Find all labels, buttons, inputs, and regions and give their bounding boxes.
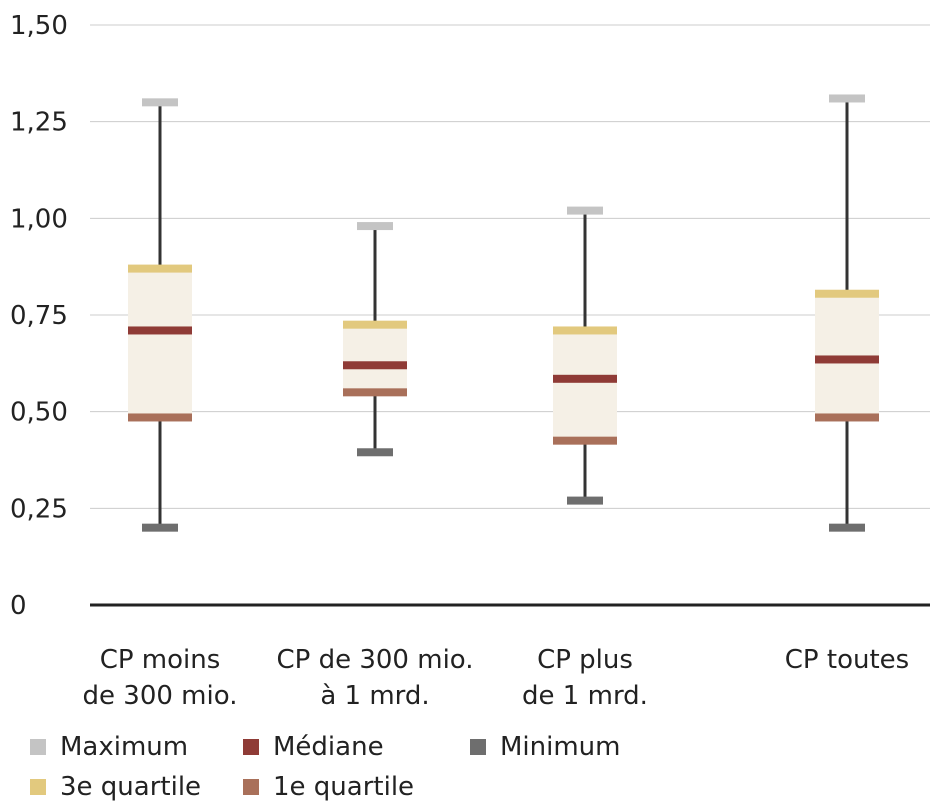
x-category-label-line: de 300 mio. xyxy=(83,681,238,711)
marker-mediane xyxy=(815,355,879,364)
legend-swatch-3e-quartile xyxy=(30,779,46,795)
box-iqr xyxy=(128,268,192,418)
legend-label-1e-quartile: 1e quartile xyxy=(273,772,415,802)
marker-mediane xyxy=(553,374,617,383)
box-iqr xyxy=(343,324,407,393)
marker-maximum xyxy=(142,98,178,107)
gridlines xyxy=(90,24,930,509)
legend-item-3e-quartile: 3e quartile xyxy=(30,772,201,802)
x-category-label-line: CP toutes xyxy=(785,645,909,675)
legend-label-maximum: Maximum xyxy=(60,732,189,762)
legend-swatch-minimum xyxy=(470,739,486,755)
x-category-label-line: de 1 mrd. xyxy=(522,681,648,711)
legend-label-mediane: Médiane xyxy=(273,732,384,762)
marker-1e-quartile xyxy=(815,413,879,422)
marker-minimum xyxy=(357,448,393,457)
y-tick-label: 0,50 xyxy=(10,398,68,428)
legend-label-minimum: Minimum xyxy=(500,732,621,762)
marker-3e-quartile xyxy=(815,289,879,298)
x-category-label: CP de 300 mio. à 1 mrd. xyxy=(276,645,473,711)
box-iqr xyxy=(553,330,617,441)
marker-maximum xyxy=(357,222,393,231)
y-tick-label: 0,25 xyxy=(10,494,68,524)
marker-minimum xyxy=(142,523,178,532)
legend-swatch-mediane xyxy=(243,739,259,755)
marker-maximum xyxy=(829,94,865,103)
x-category-label: CP moins de 300 mio. xyxy=(83,645,238,711)
x-category-label: CP toutes xyxy=(785,645,909,675)
marker-mediane xyxy=(343,361,407,370)
y-tick-label: 0 xyxy=(10,591,27,621)
x-category-label: CP plus de 1 mrd. xyxy=(522,645,648,711)
x-category-label-line: à 1 mrd. xyxy=(320,681,429,711)
marker-3e-quartile xyxy=(343,320,407,329)
x-category-label-line: CP de 300 mio. xyxy=(276,645,473,675)
y-tick-label: 1,50 xyxy=(10,11,68,41)
marker-maximum xyxy=(567,206,603,215)
marker-3e-quartile xyxy=(553,326,617,335)
y-tick-label: 0,75 xyxy=(10,301,68,331)
marker-minimum xyxy=(567,496,603,505)
marker-1e-quartile xyxy=(343,388,407,397)
legend-swatch-1e-quartile xyxy=(243,779,259,795)
marker-minimum xyxy=(829,523,865,532)
legend-item-minimum: Minimum xyxy=(470,732,621,762)
legend-item-mediane: Médiane xyxy=(243,732,384,762)
legend-item-maximum: Maximum xyxy=(30,732,188,762)
marker-1e-quartile xyxy=(553,436,617,445)
legend-swatch-maximum xyxy=(30,739,46,755)
legend-item-1e-quartile: 1e quartile xyxy=(243,772,414,802)
marker-1e-quartile xyxy=(128,413,192,422)
x-category-label-line: CP moins xyxy=(100,645,221,675)
y-axis: 0 0,25 0,50 0,75 1,00 1,25 1,50 xyxy=(10,11,68,621)
legend-label-3e-quartile: 3e quartile xyxy=(60,772,202,802)
x-axis: CP moins de 300 mio. CP de 300 mio. à 1 mrd… xyxy=(83,603,930,711)
y-tick-label: 1,25 xyxy=(10,108,68,138)
boxes xyxy=(128,94,879,532)
x-category-label-line: CP plus xyxy=(537,645,633,675)
y-tick-label: 1,00 xyxy=(10,204,68,234)
box-plot-chart: 0 0,25 0,50 0,75 1,00 1,25 1,50 CP moins de 300… xyxy=(10,11,930,711)
marker-mediane xyxy=(128,326,192,335)
marker-3e-quartile xyxy=(128,264,192,273)
